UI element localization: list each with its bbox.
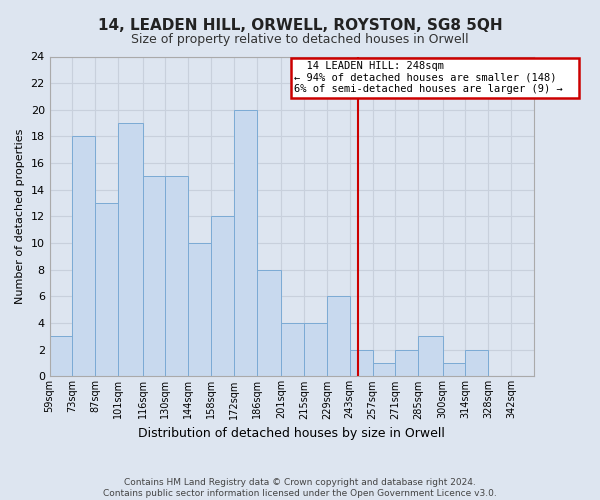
- Bar: [50, 336, 73, 376]
- Text: Contains HM Land Registry data © Crown copyright and database right 2024.
Contai: Contains HM Land Registry data © Crown c…: [103, 478, 497, 498]
- Bar: [466, 350, 488, 376]
- X-axis label: Distribution of detached houses by size in Orwell: Distribution of detached houses by size …: [139, 427, 445, 440]
- Bar: [143, 176, 166, 376]
- Text: 14 LEADEN HILL: 248sqm
← 94% of detached houses are smaller (148)
6% of semi-det: 14 LEADEN HILL: 248sqm ← 94% of detached…: [294, 62, 575, 94]
- Bar: [211, 216, 234, 376]
- Bar: [373, 363, 395, 376]
- Bar: [443, 363, 466, 376]
- Bar: [73, 136, 95, 376]
- Bar: [188, 243, 211, 376]
- Text: 14, LEADEN HILL, ORWELL, ROYSTON, SG8 5QH: 14, LEADEN HILL, ORWELL, ROYSTON, SG8 5Q…: [98, 18, 502, 32]
- Bar: [234, 110, 257, 376]
- Bar: [95, 203, 118, 376]
- Bar: [418, 336, 443, 376]
- Bar: [395, 350, 418, 376]
- Bar: [118, 123, 143, 376]
- Y-axis label: Number of detached properties: Number of detached properties: [15, 129, 25, 304]
- Bar: [166, 176, 188, 376]
- Bar: [350, 350, 373, 376]
- Bar: [257, 270, 281, 376]
- Bar: [304, 323, 327, 376]
- Text: Size of property relative to detached houses in Orwell: Size of property relative to detached ho…: [131, 32, 469, 46]
- Bar: [327, 296, 350, 376]
- Bar: [281, 323, 304, 376]
